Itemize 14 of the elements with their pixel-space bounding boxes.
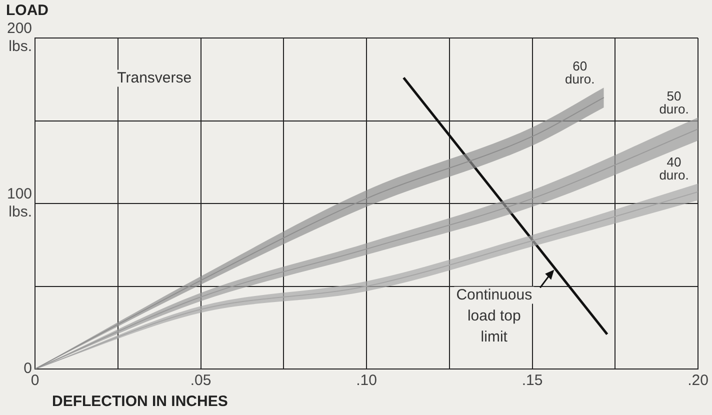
x-tick-label: .05 xyxy=(190,372,212,390)
y-tick-label: 200 lbs. xyxy=(6,20,32,56)
x-tick-label: .20 xyxy=(688,372,708,390)
series-label: 50 duro. xyxy=(659,88,689,116)
x-tick-label: .15 xyxy=(522,372,543,390)
y-tick-label: 100 lbs. xyxy=(6,186,32,221)
x-axis-title: DEFLECTION IN INCHES xyxy=(52,393,228,410)
y-axis-title: LOAD xyxy=(6,2,48,19)
series-label: 40 duro. xyxy=(659,154,689,183)
annotation: Transverse xyxy=(117,70,192,87)
x-tick-label: .10 xyxy=(356,372,377,390)
series-label: 60 duro. xyxy=(565,58,595,87)
y-tick-label: 0 xyxy=(24,360,32,378)
annotation: Continuous load top limit xyxy=(456,286,532,346)
